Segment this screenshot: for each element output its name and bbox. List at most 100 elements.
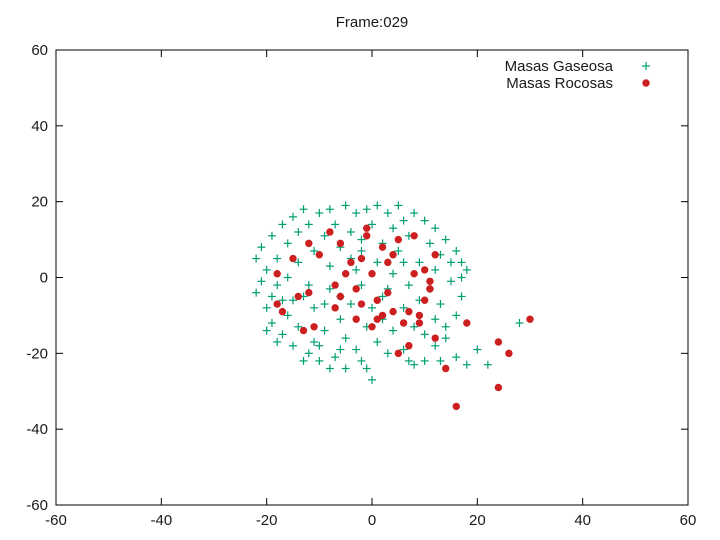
gas-point [252, 288, 261, 297]
x-tick-label: -60 [45, 512, 67, 529]
gas-point [431, 224, 440, 233]
y-tick-label: 20 [31, 194, 48, 211]
data-points [252, 201, 534, 411]
axis-ticks: -60 -40 -20 0 20 40 60 -60 -40 -20 0 20 40 60 [26, 42, 696, 529]
y-tick-label: -60 [26, 497, 48, 514]
rock-point [368, 270, 376, 278]
rock-point [294, 292, 302, 301]
rock-point [305, 288, 313, 297]
gas-point [452, 353, 461, 362]
rock-point [410, 232, 418, 240]
gas-point [420, 356, 429, 365]
legend-marker-rock [642, 79, 650, 87]
gas-point [262, 326, 271, 335]
rock-point [373, 296, 381, 304]
rock-point [452, 402, 460, 411]
gas-point [452, 246, 461, 255]
gas-point [431, 315, 440, 324]
gas-point [315, 209, 324, 218]
gas-point [515, 319, 524, 327]
rock-point [415, 319, 424, 327]
gas-point [325, 205, 334, 214]
gas-point [410, 209, 419, 218]
gas-point [315, 341, 324, 350]
gas-point [294, 258, 303, 267]
rock-point [310, 323, 318, 331]
rock-point [357, 300, 366, 308]
rock-point [315, 251, 324, 259]
gas-point [273, 254, 282, 263]
gas-point [346, 300, 355, 309]
gas-point [404, 281, 413, 290]
gas-point [267, 319, 276, 327]
gas-point [431, 341, 440, 350]
rock-point [331, 281, 339, 289]
rock-point [394, 235, 403, 244]
gas-point [457, 258, 466, 267]
rock-point [278, 307, 287, 316]
gas-point [352, 265, 361, 274]
y-tick-label: -40 [26, 421, 48, 438]
gas-point [389, 326, 398, 335]
gas-point [278, 296, 287, 305]
gas-point [289, 212, 297, 221]
gas-point [273, 337, 282, 346]
gas-point [373, 201, 382, 210]
rock-point [384, 258, 392, 267]
gas-point [473, 345, 482, 354]
rock-point [442, 364, 450, 373]
rock-point [420, 296, 429, 304]
x-tick-label: 0 [368, 512, 376, 529]
gas-point [325, 262, 334, 271]
gas-point [452, 311, 461, 320]
gas-point [315, 356, 324, 365]
gas-point [420, 216, 429, 225]
gas-point [441, 322, 450, 331]
gas-point [462, 265, 471, 274]
rock-point [389, 307, 397, 316]
gas-point [352, 345, 361, 354]
x-tick-label: 60 [680, 512, 697, 529]
rock-point [405, 307, 413, 316]
gas-point [378, 292, 387, 301]
gas-point [404, 356, 413, 365]
gas-point [357, 235, 366, 244]
rock-point [426, 285, 434, 293]
gas-point [436, 356, 445, 365]
gas-point [441, 334, 450, 343]
gas-point [294, 228, 303, 236]
rock-point [494, 338, 503, 346]
gas-point [310, 337, 319, 346]
gas-point [346, 228, 355, 236]
rock-point [505, 349, 513, 358]
rock-point [384, 288, 392, 297]
gas-point [483, 360, 492, 369]
y-tick-label: 40 [31, 118, 48, 135]
gas-point [357, 281, 366, 290]
gas-point [257, 243, 266, 252]
x-tick-label: -40 [150, 512, 172, 529]
gas-point [420, 330, 429, 339]
gas-point [325, 284, 334, 293]
gas-point [373, 337, 382, 346]
rock-point [378, 311, 387, 320]
gas-point [373, 258, 382, 267]
rock-point [347, 258, 355, 267]
gas-point [336, 345, 345, 354]
gas-point [383, 349, 392, 358]
y-tick-label: 60 [31, 42, 48, 59]
legend-label: Masas Rocosas [506, 75, 613, 92]
gas-point [331, 353, 340, 362]
gas-point [299, 205, 308, 214]
gas-point [341, 334, 350, 343]
gas-point [310, 246, 319, 255]
gas-point [399, 258, 408, 267]
gas-point [410, 360, 419, 369]
legend-label: Masas Gaseosa [505, 58, 614, 75]
gas-point [262, 303, 271, 312]
gas-point [278, 330, 287, 339]
gas-point [352, 209, 361, 218]
gas-point [431, 265, 440, 274]
gas-point [362, 205, 371, 214]
gas-point [399, 303, 408, 312]
